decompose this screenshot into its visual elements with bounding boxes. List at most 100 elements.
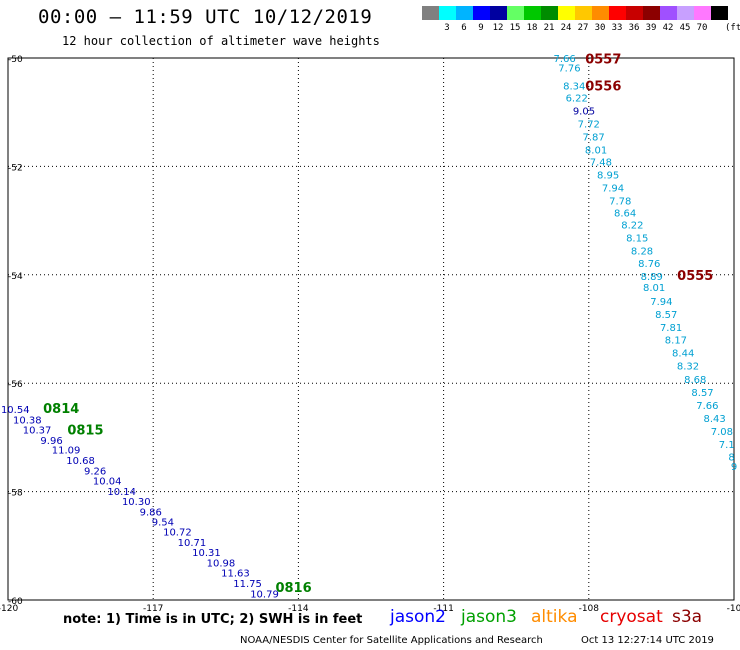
axis-tick-labels: -120 -117 -114 -111 -108 -10 -50 -52 -54 -56 -58 -6… <box>0 55 740 612</box>
legend-label: 18 <box>526 23 538 33</box>
wave-height-value: 8 <box>728 453 734 464</box>
wave-height-value: 9 <box>731 462 737 473</box>
pass-time-label: 0557 <box>585 52 621 67</box>
wave-height-value: 7.66 <box>696 401 718 412</box>
wave-height-value: 11.63 <box>221 569 250 580</box>
legend-label: 42 <box>662 23 674 33</box>
wave-height-value: 8.44 <box>672 349 694 360</box>
wave-height-value: 10.54 <box>1 405 30 416</box>
legend-label: 6 <box>461 23 467 33</box>
wave-height-value: 10.98 <box>207 558 236 569</box>
wave-height-value: 8.32 <box>677 362 699 373</box>
legend-label: 45 <box>679 23 691 33</box>
wave-height-value: 7.48 <box>590 157 612 168</box>
legend-swatch <box>439 6 456 20</box>
wave-height-value: 7.81 <box>660 323 682 334</box>
legend-swatch <box>456 6 473 20</box>
pass-time-label: 0815 <box>67 424 103 439</box>
wave-height-value: 10.31 <box>192 548 221 559</box>
lon-tick-label: -117 <box>143 604 163 612</box>
pass-time-label: 0555 <box>677 269 713 284</box>
legend-label: 12 <box>492 23 504 33</box>
legend-unit: (ft) <box>725 23 740 33</box>
satellite-tracks: 7.667.768.346.229.057.727.878.017.488.95… <box>1 54 737 600</box>
legend-label: 33 <box>611 23 623 33</box>
wave-height-value: 9.26 <box>84 466 106 477</box>
wave-height-value: 8.57 <box>655 310 677 321</box>
wave-height-value: 8.01 <box>643 283 665 294</box>
pass-time-label: 0816 <box>275 581 311 596</box>
pass-time-label: 0556 <box>585 80 621 95</box>
legend-swatch <box>592 6 609 20</box>
lat-tick-label: -52 <box>8 163 23 173</box>
legend-label: 27 <box>577 23 589 33</box>
legend-swatch <box>643 6 660 20</box>
wave-height-value: 8.34 <box>563 81 585 92</box>
wave-height-value: 10.37 <box>23 426 52 437</box>
wave-height-value: 6.22 <box>566 93 588 104</box>
legend-swatch <box>677 6 694 20</box>
legend-label: 30 <box>594 23 606 33</box>
altimeter-map: -120 -117 -114 -111 -108 -10 -50 -52 -54 -56 -58 -6… <box>0 52 740 612</box>
wave-height-value: 11.09 <box>52 446 81 457</box>
wave-height-value: 11.75 <box>233 579 262 590</box>
legend-swatch <box>558 6 575 20</box>
wave-height-value: 7.72 <box>578 119 600 130</box>
lat-tick-label: -60 <box>8 597 23 607</box>
legend-swatch <box>490 6 507 20</box>
legend-swatch <box>524 6 541 20</box>
wave-height-value: 8.76 <box>638 259 660 270</box>
map-subtitle: 12 hour collection of altimeter wave hei… <box>62 34 380 48</box>
wave-height-value: 7.94 <box>602 183 624 194</box>
satellite-name: jason3 <box>461 607 517 627</box>
legend-swatch <box>541 6 558 20</box>
lon-tick-label: -10 <box>727 604 740 612</box>
lat-tick-label: -58 <box>8 489 23 499</box>
wave-height-value: 8.01 <box>585 145 607 156</box>
lat-tick-label: -56 <box>8 380 23 390</box>
wave-height-value: 9.54 <box>152 518 174 529</box>
legend-label: 9 <box>478 23 484 33</box>
wave-height-value: 8.89 <box>641 272 663 283</box>
wave-height-value: 8.43 <box>704 414 726 425</box>
wave-height-value: 7.94 <box>650 297 672 308</box>
lat-tick-label: -50 <box>8 55 23 65</box>
map-grid <box>7 57 735 601</box>
pass-time-label: 0814 <box>43 402 79 417</box>
wave-height-value: 10.71 <box>178 538 207 549</box>
satellite-name: s3a <box>672 607 703 627</box>
legend-swatch <box>507 6 524 20</box>
wave-height-value: 7.76 <box>558 64 580 75</box>
wave-height-value: 9.86 <box>140 507 162 518</box>
wave-height-value: 10.30 <box>122 497 151 508</box>
legend-label: 15 <box>509 23 521 33</box>
legend-swatch <box>473 6 490 20</box>
wave-height-value: 8.57 <box>691 388 713 399</box>
legend-swatch <box>711 6 728 20</box>
footer-note: note: 1) Time is in UTC; 2) SWH is in fe… <box>63 612 363 627</box>
map-title: 00:00 – 11:59 UTC 10/12/2019 <box>38 6 373 28</box>
legend-label: 36 <box>628 23 640 33</box>
lon-tick-label: -108 <box>579 604 600 612</box>
wave-height-value: 7.78 <box>609 196 631 207</box>
legend-label: 21 <box>543 23 555 33</box>
legend-swatch <box>626 6 643 20</box>
wave-height-value: 10.04 <box>93 477 122 488</box>
pass-time-labels: 0557 0556 0555 0814 0815 0816 <box>43 52 713 595</box>
lon-tick-label: -111 <box>433 604 453 612</box>
wave-height-value: 9.96 <box>40 436 62 447</box>
wave-height-value: 8.28 <box>631 247 653 258</box>
wave-height-value: 10.14 <box>107 487 136 498</box>
wave-height-value: 10.72 <box>163 528 192 539</box>
footer-credit: NOAA/NESDIS Center for Satellite Applica… <box>240 635 543 646</box>
legend-swatch <box>694 6 711 20</box>
wave-height-value: 8.22 <box>621 221 643 232</box>
wave-height-value: 7.08 <box>711 427 733 438</box>
legend-swatch <box>609 6 626 20</box>
lon-tick-label: -114 <box>288 604 309 612</box>
legend-label: 24 <box>560 23 572 33</box>
wave-height-value: 7.66 <box>553 54 575 65</box>
wave-height-value: 10.68 <box>66 456 95 467</box>
satellite-name: jason2 <box>390 607 446 627</box>
wave-height-value: 7.1 <box>719 440 735 451</box>
